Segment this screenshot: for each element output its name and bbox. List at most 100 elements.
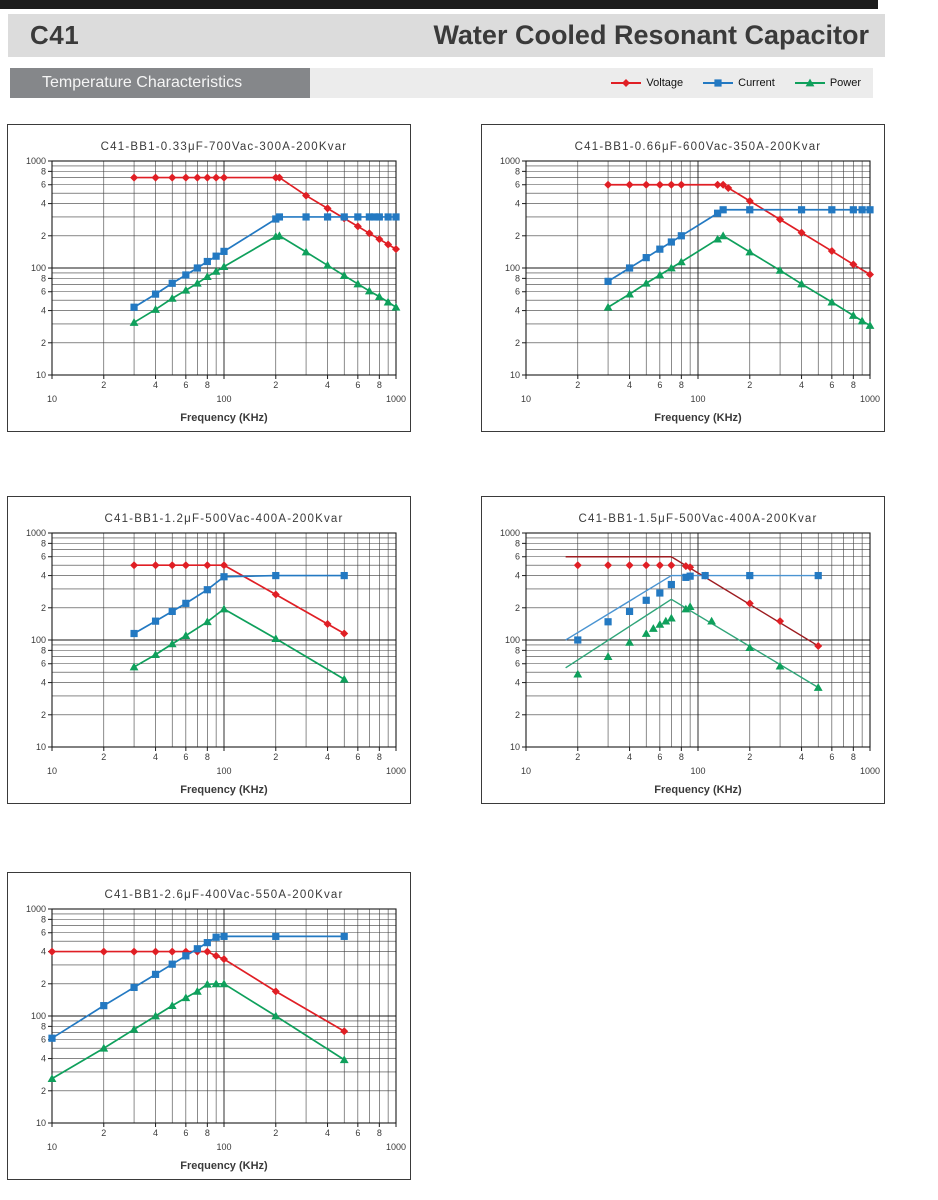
svg-text:6: 6 [355, 1128, 360, 1138]
svg-text:8: 8 [41, 166, 46, 176]
x-axis: 2 4 6 8 2 4 6 8 10 100 1000 [47, 1123, 406, 1152]
svg-text:10: 10 [36, 742, 46, 752]
svg-text:8: 8 [41, 1021, 46, 1031]
svg-text:2: 2 [747, 752, 752, 762]
chart-canvas: C41-BB1-0.66μF-600Vac-350A-200Kvar100086… [500, 141, 880, 424]
svg-text:1000: 1000 [386, 394, 406, 404]
svg-text:8: 8 [41, 645, 46, 655]
x-axis-label: Frequency (KHz) [654, 412, 742, 424]
series-current [604, 206, 874, 285]
svg-text:6: 6 [657, 752, 662, 762]
series-voltage [604, 180, 874, 279]
svg-text:4: 4 [515, 199, 520, 209]
series-current [48, 932, 348, 1042]
svg-text:2: 2 [101, 752, 106, 762]
svg-text:6: 6 [183, 1128, 188, 1138]
svg-text:6: 6 [41, 659, 46, 669]
svg-text:10: 10 [47, 394, 57, 404]
svg-text:8: 8 [515, 538, 520, 548]
power-legend-swatch [794, 78, 825, 87]
svg-text:2: 2 [515, 338, 520, 348]
svg-text:2: 2 [747, 380, 752, 390]
svg-text:4: 4 [325, 1128, 330, 1138]
chart-title: C41-BB1-2.6μF-400Vac-550A-200Kvar [104, 889, 343, 901]
grid [51, 908, 397, 1124]
svg-text:2: 2 [101, 1128, 106, 1138]
svg-text:8: 8 [205, 752, 210, 762]
svg-text:2: 2 [273, 380, 278, 390]
grid [51, 532, 397, 748]
svg-text:4: 4 [41, 571, 46, 581]
chart-canvas: C41-BB1-0.33μF-700Vac-300A-200Kvar100086… [26, 141, 406, 424]
grid [525, 160, 871, 376]
svg-text:1000: 1000 [860, 766, 880, 776]
svg-text:10: 10 [521, 394, 531, 404]
chart-title: C41-BB1-1.5μF-500Vac-400A-200Kvar [578, 513, 817, 525]
svg-text:4: 4 [799, 752, 804, 762]
svg-text:8: 8 [851, 752, 856, 762]
svg-text:6: 6 [41, 287, 46, 297]
svg-text:6: 6 [515, 180, 520, 190]
svg-text:1000: 1000 [500, 156, 520, 166]
svg-text:4: 4 [515, 678, 520, 688]
svg-text:100: 100 [505, 263, 520, 273]
chart-panel-0.33uF: C41-BB1-0.33μF-700Vac-300A-200Kvar 1000 8 6… [7, 124, 411, 432]
svg-text:8: 8 [851, 380, 856, 390]
svg-text:6: 6 [829, 752, 834, 762]
svg-text:6: 6 [41, 180, 46, 190]
svg-text:4: 4 [41, 306, 46, 316]
legend-label-power: Power [829, 77, 861, 89]
legend-label-current: Current [738, 77, 775, 89]
x-axis-label: Frequency (KHz) [180, 784, 268, 796]
svg-text:4: 4 [153, 1128, 158, 1138]
voltage-limit-line [565, 556, 819, 647]
x-axis-label: Frequency (KHz) [654, 784, 742, 796]
svg-text:2: 2 [273, 752, 278, 762]
svg-text:10: 10 [36, 1118, 46, 1128]
svg-text:1000: 1000 [500, 528, 520, 538]
svg-text:8: 8 [41, 914, 46, 924]
svg-text:6: 6 [41, 1035, 46, 1045]
svg-text:6: 6 [657, 380, 662, 390]
svg-text:10: 10 [36, 370, 46, 380]
chart-title: C41-BB1-1.2μF-500Vac-400A-200Kvar [104, 513, 343, 525]
series-power [129, 231, 401, 326]
chart-canvas: C41-BB1-1.2μF-500Vac-400A-200Kvar 1000 8 6 4… [26, 513, 406, 796]
series-power [129, 604, 349, 683]
svg-text:4: 4 [325, 752, 330, 762]
svg-text:8: 8 [515, 166, 520, 176]
power-limit-line [565, 598, 819, 689]
svg-text:1000: 1000 [26, 904, 46, 914]
voltage-legend-swatch [611, 79, 642, 87]
svg-text:100: 100 [690, 766, 705, 776]
chart-legend: Voltage Current Power [611, 68, 861, 98]
x-axis: 2 4 6 8 2 4 6 8 10 100 1000 [521, 375, 880, 404]
series-voltage [130, 173, 400, 254]
section-heading: Temperature Characteristics [10, 68, 310, 98]
svg-text:4: 4 [153, 380, 158, 390]
svg-text:2: 2 [575, 380, 580, 390]
svg-text:8: 8 [515, 645, 520, 655]
legend-label-voltage: Voltage [646, 77, 684, 89]
svg-text:1000: 1000 [386, 766, 406, 776]
svg-text:6: 6 [515, 287, 520, 297]
svg-text:2: 2 [41, 338, 46, 348]
svg-text:100: 100 [690, 394, 705, 404]
section-row: Temperature Characteristics Voltage Curre… [10, 68, 873, 98]
chart-panel-2.6uF: C41-BB1-2.6μF-400Vac-550A-200Kvar 1000 8 6 4… [7, 872, 411, 1180]
svg-text:6: 6 [829, 380, 834, 390]
svg-text:2: 2 [41, 1086, 46, 1096]
svg-text:6: 6 [183, 380, 188, 390]
svg-text:6: 6 [515, 552, 520, 562]
svg-text:2: 2 [273, 1128, 278, 1138]
series-power [47, 979, 349, 1082]
legend-item-power: Power [794, 77, 861, 89]
svg-text:10: 10 [510, 370, 520, 380]
svg-text:6: 6 [41, 928, 46, 938]
legend-item-current: Current [703, 77, 775, 89]
svg-text:4: 4 [41, 947, 46, 957]
chart-title: C41-BB1-0.66μF-600Vac-350A-200Kvar [575, 141, 822, 153]
